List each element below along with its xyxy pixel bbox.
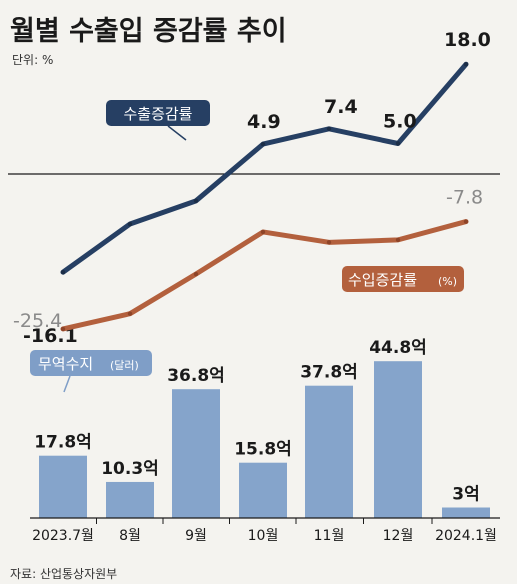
- export-series-tag: 수출증감률: [106, 100, 210, 141]
- series-point: [260, 141, 266, 147]
- series-point: [463, 61, 469, 67]
- x-axis-ticks: 2023.7월 8월 9월 10월 11월 12월 2024.1월: [32, 518, 497, 544]
- bar-value-label: 15.8억: [234, 440, 292, 460]
- series-point: [463, 219, 469, 224]
- series-point: [60, 326, 66, 332]
- bar-value-label: 17.8억: [34, 433, 92, 453]
- x-tick-label: 2023.7월: [32, 528, 94, 544]
- x-tick-label: 12월: [383, 528, 414, 544]
- trade-balance-tag: 무역수지 (달러): [30, 350, 152, 393]
- bar: [442, 507, 490, 518]
- x-tick-label: 10월: [248, 528, 279, 544]
- line-chart: -16.14.97.45.018.0-25.4-7.8: [13, 29, 491, 347]
- import-series-tag: 수입증감률 (%): [342, 266, 464, 292]
- bar-value-label: 36.8억: [167, 366, 225, 386]
- series-point: [395, 141, 401, 146]
- data-label: 5.0: [383, 111, 417, 133]
- bar-value-label: 10.3억: [101, 459, 159, 479]
- chart-title: 월별 수출입 증감률 추이: [10, 16, 287, 47]
- bar: [239, 462, 287, 518]
- bar-value-label: 44.8억: [369, 338, 427, 358]
- import-series-unit: (%): [438, 275, 457, 288]
- x-tick-label: 2024.1월: [435, 528, 497, 544]
- x-tick-label: 8월: [119, 528, 141, 544]
- bar: [374, 361, 422, 518]
- bar-chart: 17.8억 10.3억 36.8억 15.8억 37.8억 44.8억 3억: [34, 338, 490, 518]
- data-label: -25.4: [13, 310, 62, 332]
- series-point: [127, 311, 133, 316]
- trade-balance-unit: (달러): [110, 359, 139, 372]
- x-tick-label: 9월: [185, 528, 207, 544]
- bar-value-label: 3억: [452, 485, 479, 505]
- bar: [106, 481, 154, 518]
- data-label: -7.8: [446, 187, 483, 209]
- bar: [172, 389, 220, 518]
- data-label: 4.9: [247, 111, 281, 133]
- export-series-name: 수출증감률: [123, 105, 192, 123]
- series-point: [326, 126, 332, 132]
- trade-balance-name: 무역수지: [38, 355, 93, 373]
- series-point: [193, 271, 199, 277]
- bar-value-label: 37.8억: [300, 363, 358, 383]
- bar: [305, 385, 353, 518]
- import-series-name: 수입증감률: [348, 271, 417, 289]
- series-point: [193, 198, 199, 204]
- source-label: 자료: 산업통상자원부: [10, 567, 117, 581]
- data-label: 18.0: [444, 29, 491, 51]
- series-point: [60, 270, 66, 275]
- series-point: [326, 240, 332, 245]
- series-line-0: [60, 61, 469, 275]
- data-label: 7.4: [324, 96, 358, 118]
- x-tick-label: 11월: [314, 528, 345, 544]
- series-point: [127, 221, 133, 227]
- series-point: [260, 229, 266, 235]
- unit-label: 단위: %: [12, 53, 53, 67]
- series-point: [395, 237, 401, 243]
- bar: [39, 455, 87, 518]
